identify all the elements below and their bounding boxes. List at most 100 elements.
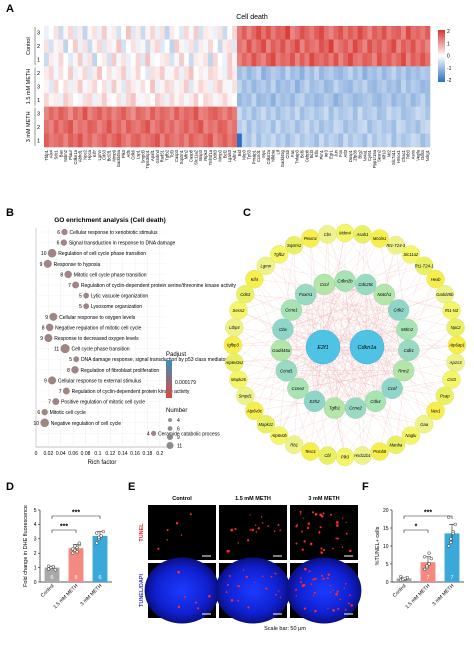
heatmap-cell	[198, 52, 204, 67]
heatmap-cell	[372, 66, 378, 81]
heatmap-column-label: Pim1	[319, 149, 324, 159]
heatmap-cell	[72, 133, 79, 148]
heatmap-cell	[145, 106, 151, 121]
heatmap-cell	[270, 26, 276, 40]
heatmap-cell	[63, 93, 69, 107]
heatmap-cell	[304, 79, 310, 94]
heatmap-cell	[111, 39, 117, 54]
heatmap-scale-tick: 1	[447, 41, 450, 47]
heatmap-cell	[169, 39, 175, 54]
heatmap-cell	[401, 120, 407, 134]
heatmap-cell	[405, 93, 411, 107]
network-edge	[281, 350, 436, 411]
heatmap-cell	[256, 66, 262, 81]
heatmap-cell	[116, 66, 122, 81]
heatmap-cell	[106, 120, 112, 134]
heatmap-cell	[208, 26, 214, 40]
y-tick-label: 5	[386, 562, 389, 568]
go-point-count: 8	[60, 272, 63, 278]
heatmap-cell	[396, 26, 402, 40]
heatmap-cell	[241, 26, 247, 40]
heatmap-column-label: Sesn2	[377, 149, 382, 162]
bar	[92, 535, 108, 582]
network-outer-node	[285, 435, 304, 454]
tunel-signal	[319, 526, 322, 529]
network-outer-label: Mcoln1	[373, 236, 387, 241]
heatmap-column-label: Btg2	[357, 149, 362, 158]
tunel-signal	[300, 577, 302, 579]
heatmap-cell	[140, 93, 146, 107]
heatmap-cell	[48, 106, 54, 121]
heatmap-cell	[425, 120, 431, 134]
heatmap-cell	[299, 39, 305, 54]
heatmap-cell	[179, 26, 185, 40]
heatmap-cell	[270, 39, 276, 54]
tunel-signal	[249, 529, 252, 531]
network-inner-node	[334, 270, 356, 292]
go-x-tick: 0.2	[156, 451, 163, 457]
go-x-axis-label: Rich factor	[88, 460, 117, 466]
heatmap-cell	[101, 133, 108, 148]
heatmap-cell	[159, 133, 165, 148]
heatmap-cell	[217, 106, 223, 121]
go-points: 6 Cellular response to xenobiotic stimulu…	[34, 228, 236, 437]
heatmap-cell	[237, 133, 243, 148]
heatmap-scale-tick: -1	[447, 66, 452, 72]
network-outer-label: Gaa	[420, 422, 429, 427]
heatmap-cell	[319, 93, 325, 107]
go-term-label: Lytic vacuole organization	[91, 294, 149, 300]
heatmap-cell	[294, 39, 301, 54]
heatmap-cell	[169, 26, 175, 40]
heatmap-cell	[217, 79, 223, 94]
heatmap-cell	[72, 106, 79, 121]
heatmap-cell	[410, 120, 416, 134]
heatmap-cell	[63, 39, 69, 54]
network-outer-node	[435, 386, 454, 405]
heatmap-cell	[309, 133, 315, 148]
heatmap-cells	[44, 26, 431, 148]
heatmap-column-label: Ndrg1	[425, 149, 430, 161]
heatmap-cell	[135, 26, 141, 40]
heatmap-cell	[232, 66, 238, 81]
heatmap-cell	[169, 93, 175, 107]
tunel-signal	[327, 573, 330, 576]
heatmap-cell	[135, 106, 141, 121]
heatmap-cell	[391, 66, 397, 81]
go-point	[71, 366, 79, 374]
heatmap-cell	[68, 106, 74, 121]
heatmap-cell	[343, 106, 349, 121]
heatmap-cell	[309, 52, 315, 67]
heatmap-cell	[150, 120, 156, 134]
network-outer-node	[270, 245, 289, 264]
heatmap-cell	[232, 39, 238, 54]
tunel-signal	[336, 524, 339, 527]
heatmap-cell	[294, 106, 301, 121]
heatmap-cell	[328, 26, 334, 40]
network-outer-node	[256, 415, 275, 434]
heatmap-cell	[290, 79, 296, 94]
heatmap-cell	[193, 52, 199, 67]
heatmap-cell	[208, 39, 214, 54]
network-outer-node	[229, 301, 248, 320]
heatmap-cell	[367, 79, 373, 94]
heatmap-cell	[401, 26, 407, 40]
heatmap-cell	[227, 93, 233, 107]
heatmap-cell	[130, 120, 136, 134]
heatmap-cell	[87, 26, 93, 40]
y-tick-label: 3	[34, 537, 37, 543]
heatmap-cell	[338, 133, 344, 148]
tunel-signal	[309, 542, 313, 546]
heatmap-cell	[174, 79, 180, 94]
heatmap-cell	[203, 66, 209, 81]
n-label: 7	[426, 575, 429, 581]
heatmap-row-label: 2	[37, 44, 40, 50]
heatmap-cell	[227, 52, 233, 67]
tunel-signal	[311, 511, 315, 514]
heatmap-cell	[174, 93, 180, 107]
heatmap-column-label: Gadd45a	[116, 149, 121, 167]
heatmap-cell	[275, 66, 281, 81]
heatmap-cell	[53, 39, 59, 54]
category-label: 1.5 mM METH	[404, 583, 431, 610]
heatmap-cell	[425, 93, 431, 107]
heatmap-cell	[275, 106, 281, 121]
